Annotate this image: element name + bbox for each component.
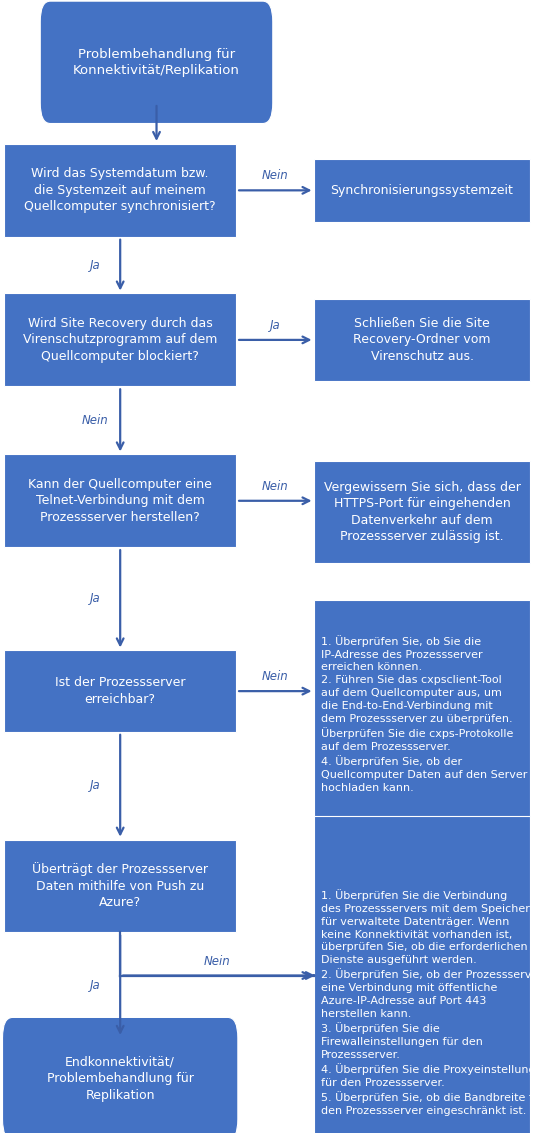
FancyBboxPatch shape [314, 816, 530, 1133]
Text: 1. Überprüfen Sie, ob Sie die
IP-Adresse des Prozessserver
erreichen können.
2. : 1. Überprüfen Sie, ob Sie die IP-Adresse… [321, 634, 528, 793]
Text: Vergewissern Sie sich, dass der
HTTPS-Port für eingehenden
Datenverkehr auf dem
: Vergewissern Sie sich, dass der HTTPS-Po… [324, 480, 520, 544]
Text: Synchronisierungssystemzeit: Synchronisierungssystemzeit [330, 184, 514, 197]
Text: Kann der Quellcomputer eine
Telnet-Verbindung mit dem
Prozessserver herstellen?: Kann der Quellcomputer eine Telnet-Verbi… [29, 478, 212, 523]
Text: Wird Site Recovery durch das
Virenschutzprogramm auf dem
Quellcomputer blockiert: Wird Site Recovery durch das Virenschutz… [23, 317, 217, 363]
Text: Ja: Ja [89, 780, 101, 792]
Text: Schließen Sie die Site
Recovery-Ordner vom
Virenschutz aus.: Schließen Sie die Site Recovery-Ordner v… [353, 317, 491, 363]
FancyBboxPatch shape [314, 600, 530, 827]
Text: Ist der Prozessserver
erreichbar?: Ist der Prozessserver erreichbar? [55, 676, 186, 706]
FancyBboxPatch shape [4, 293, 236, 386]
Text: Nein: Nein [82, 414, 108, 427]
FancyBboxPatch shape [314, 299, 530, 381]
Text: Nein: Nein [204, 955, 231, 968]
Text: Problembehandlung für
Konnektivität/Replikation: Problembehandlung für Konnektivität/Repl… [73, 48, 240, 77]
FancyBboxPatch shape [4, 840, 236, 932]
Text: 1. Überprüfen Sie die Verbindung
des Prozessservers mit dem Speicher
für verwalt: 1. Überprüfen Sie die Verbindung des Pro… [321, 889, 549, 1116]
Text: Ja: Ja [89, 258, 101, 272]
FancyBboxPatch shape [314, 159, 530, 221]
FancyBboxPatch shape [4, 650, 236, 732]
FancyBboxPatch shape [4, 454, 236, 547]
Text: Ja: Ja [89, 593, 101, 605]
Text: Wird das Systemdatum bzw.
die Systemzeit auf meinem
Quellcomputer synchronisiert: Wird das Systemdatum bzw. die Systemzeit… [25, 168, 216, 213]
Text: Nein: Nein [262, 671, 288, 683]
FancyBboxPatch shape [2, 1017, 238, 1133]
FancyBboxPatch shape [40, 1, 273, 123]
Text: Überträgt der Prozessserver
Daten mithilfe von Push zu
Azure?: Überträgt der Prozessserver Daten mithil… [32, 862, 208, 910]
Text: Nein: Nein [262, 480, 288, 493]
FancyBboxPatch shape [4, 144, 236, 237]
Text: Ja: Ja [89, 979, 101, 991]
FancyBboxPatch shape [314, 461, 530, 563]
Text: Endkonnektivität/
Problembehandlung für
Replikation: Endkonnektivität/ Problembehandlung für … [47, 1056, 193, 1101]
Text: Nein: Nein [262, 170, 288, 182]
Text: Ja: Ja [270, 320, 281, 332]
